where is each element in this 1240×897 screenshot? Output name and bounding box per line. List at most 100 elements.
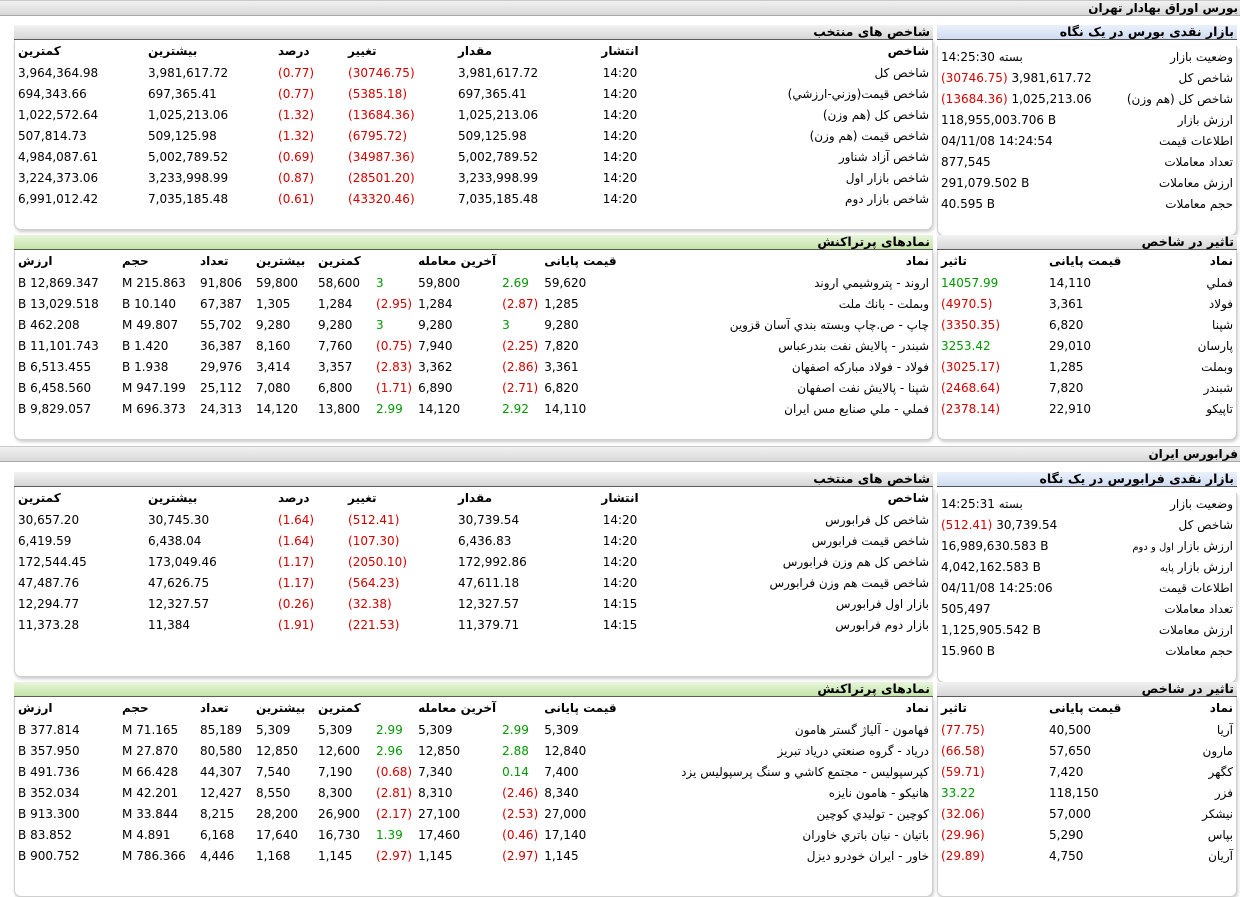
indices-row[interactable]: شاخص بازار اول 14:20 3,233,998.99 (28501.20…	[15, 167, 932, 188]
impact-row[interactable]: مارون 57,650 (66.58)	[938, 740, 1236, 761]
indices-row[interactable]: شاخص قیمت(وزني-ارزشي) 14:20 697,365.41 (538…	[15, 83, 932, 104]
active-row[interactable]: وبملت - بانك ملت 1,285 (2.87) 1,284 (2.95) 1,…	[15, 293, 932, 314]
overview-value-text: 04/11/08 14:24:54	[941, 133, 1053, 148]
active-cell-5: 9,280	[318, 317, 353, 332]
indices-cell-0: شاخص آزاد شناور	[838, 149, 929, 164]
active-cell-5: 1,145	[318, 848, 353, 863]
indices-row[interactable]: شاخص كل هم وزن فرابورس 14:20 172,992.86 (20…	[15, 551, 932, 572]
active-row[interactable]: خاور - ايران خودرو ديزل 1,145 (2.97) 1,145 (…	[15, 845, 932, 866]
indices-cell-5: 5,002,789.52	[148, 149, 229, 164]
active-row[interactable]: درياد - گروه صنعتي درياد تبريز 12,840 2.88…	[15, 740, 932, 761]
active-symbol-link[interactable]: وبملت - بانك ملت	[838, 296, 929, 311]
indices-header-row: شاخص انتشار مقدار تغییر درصد بیشترین کمترین	[15, 487, 932, 509]
active-cell-7: 12,427	[200, 785, 242, 800]
impact-row[interactable]: تاپيكو 22,910 (2378.14)	[938, 398, 1236, 419]
indices-row[interactable]: بازار اول فرابورس 14:15 12,327.57 (32.38) (0…	[15, 593, 932, 614]
active-symbol-link[interactable]: شبندر - پالايش نفت بندرعباس	[778, 338, 929, 353]
active-cell-5: 8,300	[318, 785, 353, 800]
active-symbol-link[interactable]: چاپ - ص.چاپ وبسته بندي آسان قزوين	[729, 317, 929, 332]
indices-cell-2: 3,981,617.72	[458, 65, 539, 80]
active-header-0: نماد	[905, 254, 929, 268]
active-symbol-link[interactable]: درياد - گروه صنعتي درياد تبريز	[777, 743, 929, 758]
active-symbol-link[interactable]: فملي - ملي صنايع مس ايران	[784, 401, 929, 416]
active-symbol-link[interactable]: هانيكو - هامون نايزه	[828, 785, 929, 800]
active-row[interactable]: شپنا - پالايش نفت اصفهان 6,820 (2.71) 6,890…	[15, 377, 932, 398]
impact-row[interactable]: آريان 4,750 (29.89)	[938, 845, 1236, 866]
indices-cell-4: (0.77)	[278, 65, 315, 80]
indices-cell-5: 7,035,185.48	[148, 191, 229, 206]
overview-value-text: بسته 14:25:31	[941, 496, 1023, 511]
overview-value-text: 118,955,003.706 B	[941, 112, 1057, 127]
active-symbol-link[interactable]: كپرسپوليس - مجتمع كاشي و سنگ پرسپوليس يز…	[681, 764, 929, 779]
active-cell-2: 2.92	[502, 401, 529, 416]
impact-row[interactable]: فملي 14,110 14057.99	[938, 272, 1236, 293]
overview-value: 04/11/08 14:24:54	[938, 130, 1124, 151]
indices-cell-6: 172,544.45	[18, 554, 87, 569]
indices-row[interactable]: شاخص قيمت هم وزن فرابورس 14:20 47,611.18 (5…	[15, 572, 932, 593]
impact-row[interactable]: شپنا 6,820 (3350.35)	[938, 314, 1236, 335]
indices-header-5: بیشترین	[148, 44, 198, 58]
indices-cell-2: 30,739.54	[458, 512, 520, 527]
overview-label-text: ارزش بازار	[1177, 538, 1233, 553]
active-row[interactable]: فملي - ملي صنايع مس ايران 14,110 2.92 14,12…	[15, 398, 932, 419]
active-symbol-link[interactable]: اروند - پتروشيمي اروند	[814, 275, 929, 290]
active-row[interactable]: كوچين - توليدي كوچين 27,000 (2.53) 27,100 (2…	[15, 803, 932, 824]
active-cell-8: 49.807 M	[122, 317, 179, 332]
active-cell-2: 2.99	[502, 722, 529, 737]
indices-header-2: مقدار	[458, 491, 493, 505]
impact-row[interactable]: نيشكر 57,000 (32.06)	[938, 803, 1236, 824]
impact-row[interactable]: وبملت 1,285 (3025.17)	[938, 356, 1236, 377]
indices-row[interactable]: شاخص آزاد شناور 14:20 5,002,789.52 (34987.3…	[15, 146, 932, 167]
active-cell-3: 1,145	[418, 848, 453, 863]
indices-cell-0: شاخص قيمت هم وزن فرابورس	[769, 575, 929, 590]
indices-cell-0: شاخص قیمت(وزني-ارزشي)	[787, 86, 929, 101]
active-cell-9: 900.752 B	[18, 848, 80, 863]
active-symbol-link[interactable]: شپنا - پالايش نفت اصفهان	[797, 380, 929, 395]
impact-row[interactable]: شبندر 7,820 (2468.64)	[938, 377, 1236, 398]
overview-label: ارزش بازار پایه	[1129, 556, 1236, 577]
indices-cell-2: 12,327.57	[458, 596, 520, 611]
indices-cell-4: (1.64)	[278, 512, 315, 527]
impact-row[interactable]: فولاد 3,361 (4970.5)	[938, 293, 1236, 314]
active-cell-1: 27,000	[544, 806, 587, 821]
active-symbol-link[interactable]: كوچين - توليدي كوچين	[816, 806, 929, 821]
active-row[interactable]: فهامون - آلياژ گستر هامون 5,309 2.99 5,309 2…	[15, 719, 932, 740]
active-row[interactable]: شبندر - پالايش نفت بندرعباس 7,820 (2.25) 7,…	[15, 335, 932, 356]
indices-header-0: شاخص	[887, 491, 929, 505]
overview-value-wrap: 04/11/08 14:25:06	[941, 581, 1053, 595]
active-symbol-link[interactable]: باتيان - نيان باتري خاوران	[802, 827, 929, 842]
indices-cell-3: (43320.46)	[348, 191, 415, 206]
indices-row[interactable]: بازار دوم فرابورس 14:15 11,379.71 (221.53) (…	[15, 614, 932, 635]
overview-label: اطلاعات قیمت	[1129, 577, 1236, 598]
overview-table: وضعیت بازار بسته 14:25:30 شاخص کل (30746.75…	[938, 46, 1236, 214]
impact-row[interactable]: بپاس 5,290 (29.96)	[938, 824, 1236, 845]
active-cell-6: 8,160	[256, 338, 291, 353]
active-symbol-link[interactable]: فهامون - آلياژ گستر هامون	[794, 722, 929, 737]
indices-row[interactable]: شاخص بازار دوم 14:20 7,035,185.48 (43320.46…	[15, 188, 932, 209]
indices-row[interactable]: شاخص کل 14:20 3,981,617.72 (30746.75) (0.77)…	[15, 62, 932, 83]
active-row[interactable]: چاپ - ص.چاپ وبسته بندي آسان قزوين 9,280 3 9…	[15, 314, 932, 335]
overview-label-text: تعداد معاملات	[1164, 154, 1233, 169]
overview-value-wrap: بسته 14:25:31	[941, 497, 1023, 511]
active-row[interactable]: باتيان - نيان باتري خاوران 17,140 (0.46) 17…	[15, 824, 932, 845]
active-row[interactable]: كپرسپوليس - مجتمع كاشي و سنگ پرسپوليس يز…	[15, 761, 932, 782]
impact-row[interactable]: پارسان 29,010 3253.42	[938, 335, 1236, 356]
overview-row: اطلاعات قیمت 04/11/08 14:24:54	[938, 130, 1236, 151]
active-cell-4: (0.68)	[376, 764, 413, 779]
active-row[interactable]: فولاد - فولاد مباركه اصفهان 3,361 (2.86) 3,…	[15, 356, 932, 377]
active-header-7: تعداد	[200, 701, 229, 715]
impact-row[interactable]: آريا 40,500 (77.75)	[938, 719, 1236, 740]
indices-cell-6: 3,224,373.06	[18, 170, 99, 185]
indices-row[interactable]: شاخص قيمت (هم وزن) 14:20 509,125.98 (6795.7…	[15, 125, 932, 146]
indices-cell-5: 509,125.98	[148, 128, 217, 143]
overview-change: (30746.75)	[941, 70, 1008, 85]
indices-row[interactable]: شاخص كل فرابورس 14:20 30,739.54 (512.41) (1.…	[15, 509, 932, 530]
indices-row[interactable]: شاخص قيمت فرابورس 14:20 6,436.83 (107.30) (1…	[15, 530, 932, 551]
impact-row[interactable]: فزر 118,150 33.22	[938, 782, 1236, 803]
indices-row[interactable]: شاخص كل (هم وزن) 14:20 1,025,213.06 (13684.…	[15, 104, 932, 125]
active-row[interactable]: اروند - پتروشيمي اروند 59,620 2.69 59,800 3 5…	[15, 272, 932, 293]
active-symbol-link[interactable]: خاور - ايران خودرو ديزل	[806, 848, 929, 863]
active-symbol-link[interactable]: فولاد - فولاد مباركه اصفهان	[791, 359, 929, 374]
impact-row[interactable]: كگهر 7,420 (59.71)	[938, 761, 1236, 782]
active-row[interactable]: هانيكو - هامون نايزه 8,340 (2.46) 8,310 (2.8…	[15, 782, 932, 803]
